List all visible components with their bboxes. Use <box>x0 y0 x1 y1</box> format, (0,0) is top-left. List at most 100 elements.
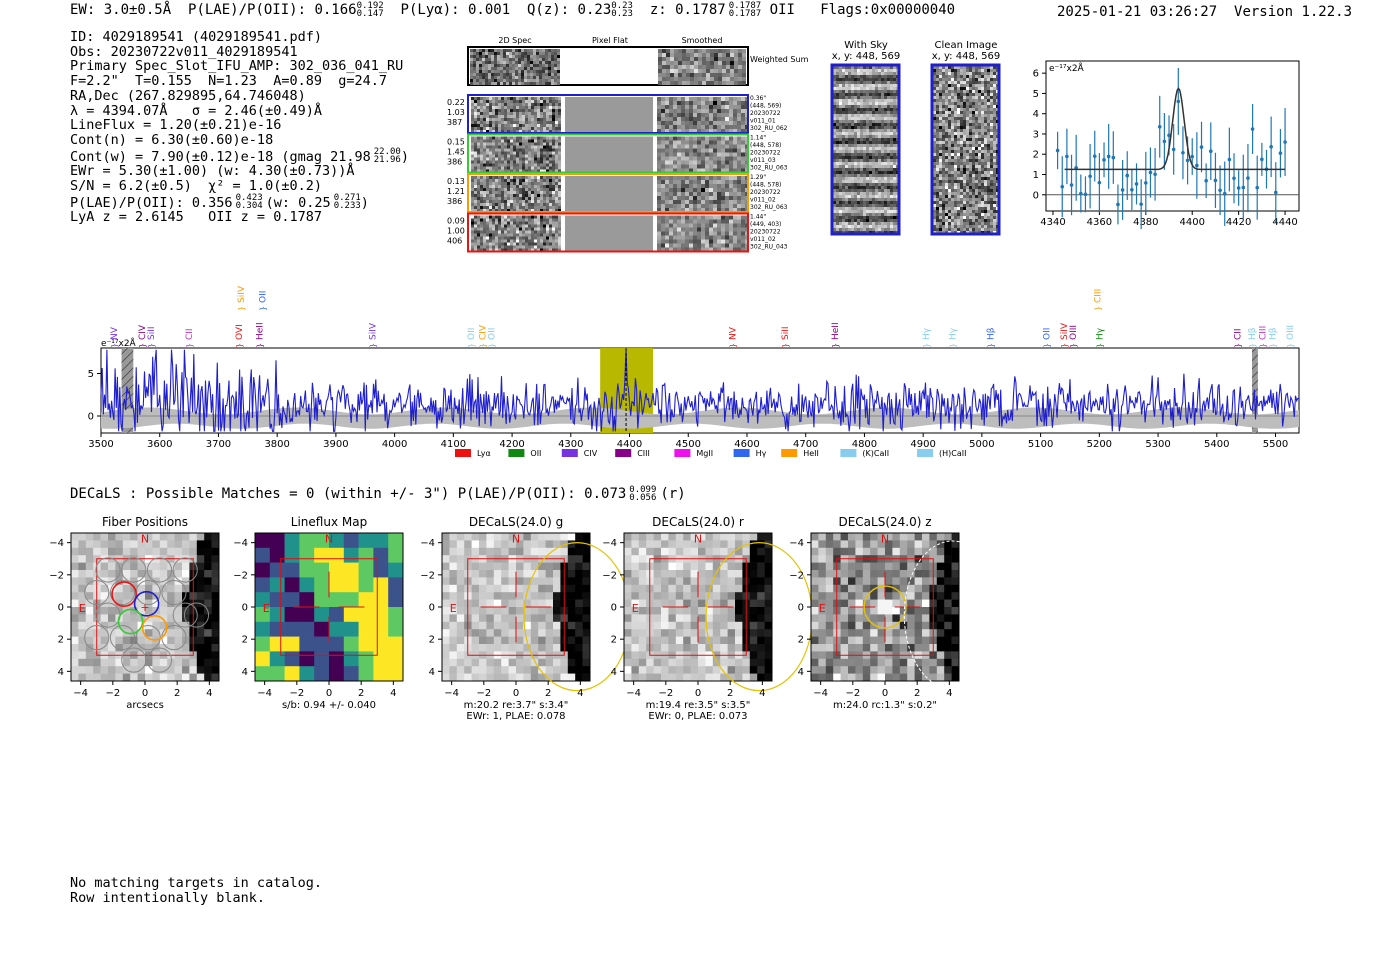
noise-pixel <box>534 191 537 194</box>
noise-pixel <box>479 67 482 70</box>
sky-pixel <box>878 162 881 165</box>
noise-pixel <box>479 70 482 73</box>
noise-pixel <box>495 163 498 167</box>
noise-pixel <box>669 117 673 121</box>
clean-pixel <box>951 72 954 75</box>
noise-pixel <box>705 140 709 145</box>
noise-pixel <box>534 145 537 149</box>
clean-pixel <box>942 165 945 168</box>
sky-pixel <box>833 171 836 174</box>
clean-pixel <box>990 159 993 162</box>
sky-pixel <box>851 123 854 126</box>
clean-pixel <box>933 147 936 150</box>
noise-pixel <box>483 130 486 133</box>
sky-pixel <box>893 216 896 219</box>
sky-pixel <box>842 210 845 213</box>
sky-pixel <box>839 120 842 123</box>
clean-pixel <box>945 159 948 162</box>
clean-pixel <box>948 84 951 87</box>
sky-pixel <box>860 165 863 168</box>
sky-pixel <box>866 78 869 81</box>
noise-pixel <box>471 239 474 243</box>
noise-pixel <box>737 200 741 204</box>
noise-pixel <box>677 105 681 109</box>
noise-pixel <box>673 125 677 129</box>
noise-pixel <box>504 154 507 158</box>
noise-pixel <box>669 243 673 248</box>
noise-pixel <box>531 218 534 222</box>
noise-pixel <box>480 224 483 228</box>
sky-pixel <box>878 192 881 195</box>
sky-pixel <box>845 195 848 198</box>
sky-pixel <box>884 171 887 174</box>
noise-pixel <box>722 49 726 53</box>
noise-pixel <box>500 58 503 61</box>
clean-pixel <box>984 78 987 81</box>
noise-pixel <box>741 208 745 212</box>
noise-pixel <box>522 157 525 161</box>
noise-pixel <box>540 227 543 231</box>
sky-pixel <box>845 120 848 123</box>
clean-pixel <box>954 96 957 99</box>
sky-pixel <box>839 192 842 195</box>
noise-pixel <box>673 208 677 212</box>
header-datetime: 2025-01-21 03:26:27 <box>1057 4 1218 20</box>
noise-pixel <box>557 61 560 64</box>
clean-pixel <box>945 72 948 75</box>
noise-pixel <box>519 245 522 249</box>
noise-pixel <box>555 124 558 127</box>
clean-pixel <box>933 132 936 135</box>
clean-pixel <box>942 153 945 156</box>
noise-pixel <box>519 233 522 237</box>
clean-pixel <box>936 69 939 72</box>
sky-pixel <box>875 195 878 198</box>
noise-pixel <box>741 231 745 236</box>
clean-pixel <box>981 87 984 90</box>
sky-pixel <box>833 108 836 111</box>
sky-pixel <box>848 93 851 96</box>
noise-pixel <box>533 67 536 70</box>
noise-pixel <box>480 248 483 252</box>
clean-pixel <box>957 168 960 171</box>
noise-pixel <box>717 219 721 224</box>
noise-pixel <box>524 73 527 76</box>
sky-pixel <box>839 90 842 93</box>
noise-pixel <box>537 121 540 124</box>
noise-pixel <box>665 156 669 161</box>
noise-pixel <box>494 73 497 76</box>
noise-pixel <box>742 61 746 65</box>
noise-pixel <box>555 148 558 152</box>
sky-pixel <box>839 174 842 177</box>
sky-pixel <box>869 150 872 153</box>
sky-pixel <box>893 69 896 72</box>
sky-pixel <box>872 213 875 216</box>
noise-pixel <box>495 100 498 103</box>
noise-pixel <box>537 224 540 228</box>
pixel-flat <box>565 136 653 172</box>
noise-pixel <box>738 73 742 77</box>
sky-pixel <box>866 114 869 117</box>
noise-pixel <box>713 227 717 232</box>
noise-pixel <box>534 221 537 225</box>
noise-pixel <box>516 166 519 170</box>
noise-pixel <box>555 203 558 206</box>
noise-pixel <box>492 163 495 167</box>
noise-pixel <box>717 101 721 105</box>
clean-pixel <box>948 168 951 171</box>
clean-pixel <box>987 138 990 141</box>
noise-pixel <box>504 206 507 209</box>
noise-pixel <box>522 176 525 179</box>
noise-pixel <box>498 169 501 173</box>
noise-pixel <box>500 61 503 64</box>
clean-pixel <box>963 81 966 84</box>
noise-pixel <box>497 49 500 52</box>
noise-pixel <box>714 65 718 69</box>
noise-pixel <box>522 191 525 194</box>
noise-pixel <box>486 142 489 146</box>
noise-pixel <box>495 121 498 124</box>
noise-pixel <box>677 113 681 117</box>
clean-image-title: Clean Image <box>935 40 998 51</box>
noise-pixel <box>665 247 669 252</box>
noise-pixel <box>474 242 477 246</box>
noise-pixel <box>555 236 558 240</box>
